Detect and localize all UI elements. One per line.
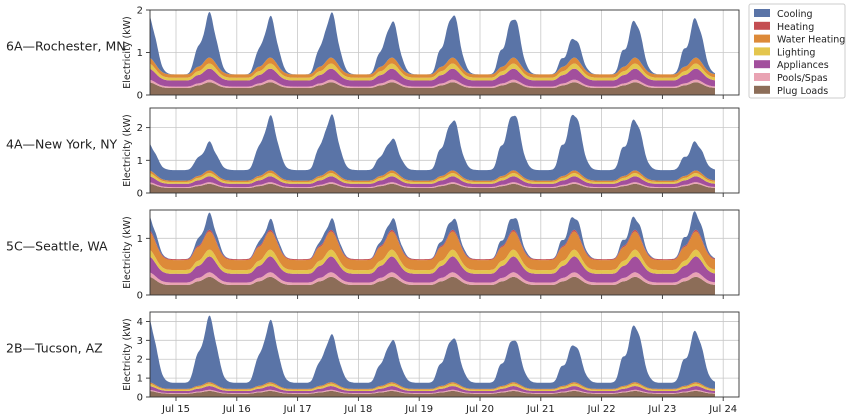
x-tick-label: Jul 20 <box>465 404 494 415</box>
y-tick-label: 1 <box>137 234 143 245</box>
y-tick-label: 4 <box>137 317 143 328</box>
area-water <box>150 170 715 182</box>
x-tick-label: Jul 23 <box>647 404 676 415</box>
area-water <box>150 231 715 271</box>
area-plug <box>150 391 715 397</box>
panel-0: 0 1 2 Electricity (kW)6A—Rochester, MN <box>6 6 740 102</box>
legend-label-appliances: Appliances <box>777 60 829 71</box>
legend-label-cooling: Cooling <box>777 9 813 20</box>
legend-label-water: Water Heating <box>777 35 845 46</box>
y-tick-label: 0 <box>137 393 143 404</box>
legend-label-pools: Pools/Spas <box>777 73 828 84</box>
panel-3: 0 1 2 3 4 Electricity (kW) 2B—Tucson, AZ <box>6 311 740 404</box>
area-lighting <box>150 249 715 274</box>
panel-label: 5C—Seattle, WA <box>6 239 108 254</box>
y-tick-label: 0 <box>137 189 143 200</box>
panel-1: 0 1 2 Electricity (kW) 4A—New York, NY <box>6 107 740 200</box>
legend-swatch-pools <box>754 73 770 81</box>
panel-label: 2B—Tucson, AZ <box>6 341 103 356</box>
area-lighting <box>150 173 715 184</box>
area-lighting <box>150 383 715 391</box>
area-pools <box>150 272 715 285</box>
area-plug <box>150 183 715 193</box>
y-tick-label: 2 <box>137 6 143 17</box>
y-tick-label: 1 <box>137 48 143 59</box>
y-tick-label: 0 <box>137 291 143 302</box>
x-tick-label: Jul 19 <box>404 404 433 415</box>
x-tick-label: Jul 17 <box>283 404 312 415</box>
area-appliances <box>150 176 715 188</box>
x-tick-label: Jul 15 <box>161 404 190 415</box>
panel-2: 0 1 Electricity (kW) 5C—Seattle, WA <box>6 209 740 302</box>
legend-label-lighting: Lighting <box>777 47 815 58</box>
area-appliances <box>150 386 715 394</box>
area-appliances <box>150 68 715 87</box>
area-pools <box>150 389 715 394</box>
area-heating <box>150 229 715 261</box>
plot-frame <box>149 107 740 194</box>
legend-label-heating: Heating <box>777 22 814 33</box>
panel-label: 4A—New York, NY <box>6 137 118 152</box>
y-axis-label: Electricity (kW) <box>122 216 133 289</box>
area-cooling <box>150 11 715 75</box>
area-appliances <box>150 256 715 283</box>
area-plug <box>150 82 715 95</box>
legend-swatch-lighting <box>754 47 770 56</box>
y-tick-label: 1 <box>137 374 143 385</box>
area-cooling <box>150 114 715 181</box>
area-pools <box>150 182 715 188</box>
area-water <box>150 382 715 390</box>
x-tick-label: Jul 24 <box>708 404 737 415</box>
legend-swatch-cooling <box>754 9 770 17</box>
area-cooling <box>150 315 715 389</box>
legend-swatch-plug <box>754 85 770 94</box>
y-tick-label: 2 <box>137 355 143 366</box>
y-axis-label: Electricity (kW) <box>122 318 133 391</box>
x-tick-label: Jul 22 <box>587 404 616 415</box>
plot-frame <box>149 311 740 398</box>
area-pools <box>150 79 715 88</box>
y-axis-label: Electricity (kW) <box>122 114 133 187</box>
area-cooling <box>150 211 715 260</box>
y-tick-label: 3 <box>137 336 143 347</box>
legend-label-plug: Plug Loads <box>777 86 828 97</box>
legend-swatch-heating <box>754 21 770 30</box>
y-tick-label: 2 <box>137 123 143 134</box>
y-tick-label: 0 <box>137 91 143 102</box>
x-tick-label: Jul 21 <box>526 404 555 415</box>
area-lighting <box>150 63 715 81</box>
y-axis-label: Electricity (kW) <box>122 16 133 89</box>
area-water <box>150 57 715 78</box>
y-tick-label: 1 <box>137 156 143 167</box>
legend-swatch-water <box>754 34 770 43</box>
plot-frame <box>149 209 740 296</box>
x-tick-label: Jul 16 <box>222 404 251 415</box>
legend-box <box>748 3 846 99</box>
x-tick-label: Jul 18 <box>343 404 372 415</box>
area-plug <box>150 276 715 295</box>
legend-swatch-appliances <box>754 60 770 69</box>
panel-label: 6A—Rochester, MN <box>6 39 126 54</box>
